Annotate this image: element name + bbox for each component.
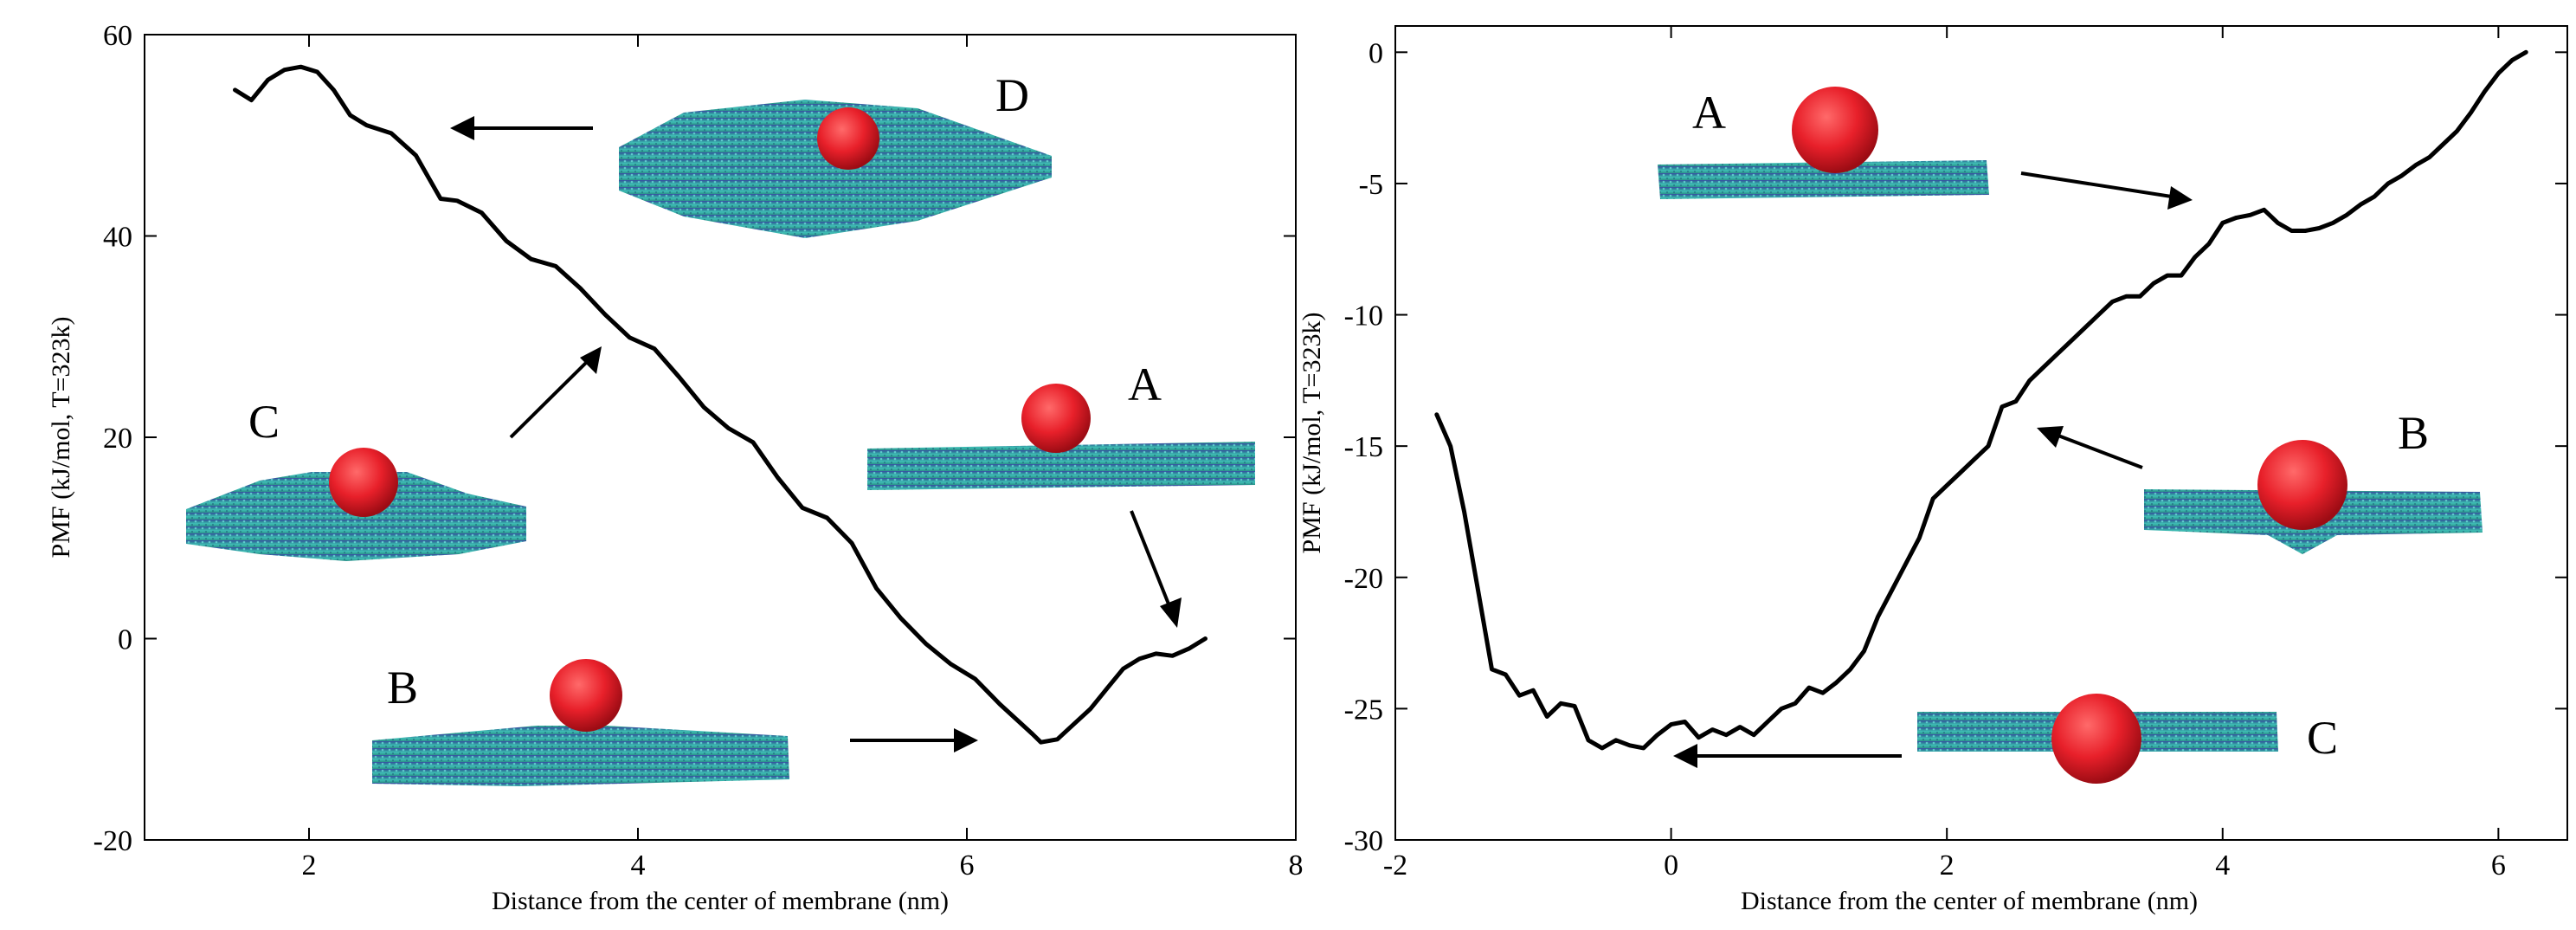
left-label-d: D xyxy=(995,69,1029,121)
left-y-tick-label: -20 xyxy=(93,825,132,857)
left-x-tick-label: 6 xyxy=(960,849,975,882)
right-y-tick-label: -10 xyxy=(1344,300,1383,333)
left-axis-tick-labels: 2 4 6 8 -20 0 20 40 60 xyxy=(93,20,1304,882)
left-x-tick-label: 2 xyxy=(302,849,317,882)
left-label-b: B xyxy=(387,662,418,714)
membrane-image xyxy=(1658,160,1989,199)
right-y-tick-label: 0 xyxy=(1368,37,1383,69)
membrane-image xyxy=(619,100,1052,238)
left-arrow-a xyxy=(1130,510,1182,628)
membrane-image xyxy=(186,472,526,561)
membrane-image xyxy=(867,442,1255,490)
right-snapshot-a: A xyxy=(1658,87,1989,199)
right-pmf-curve xyxy=(1434,49,2528,751)
particle-image xyxy=(550,659,622,732)
right-x-axis-label: Distance from the center of membrane (nm… xyxy=(1741,887,2198,915)
left-axis-ticks xyxy=(145,34,1297,841)
left-y-tick-label: 20 xyxy=(103,423,132,455)
right-plot-frame xyxy=(1394,25,2568,841)
left-snapshot-a: A xyxy=(867,358,1255,490)
right-y-tick-label: -30 xyxy=(1344,825,1383,857)
right-arrow-b xyxy=(2037,426,2143,469)
right-y-tick-label: -5 xyxy=(1359,169,1383,201)
membrane-image xyxy=(372,726,789,786)
left-snapshot-c: C xyxy=(186,396,526,561)
left-arrow-c xyxy=(509,346,602,439)
particle-image xyxy=(1021,384,1091,453)
left-label-c: C xyxy=(248,396,280,448)
right-label-c: C xyxy=(2307,712,2338,764)
right-label-a: A xyxy=(1692,87,1726,139)
right-x-tick-label: 0 xyxy=(1664,849,1678,882)
right-arrow-a xyxy=(2020,171,2193,210)
particle-image xyxy=(2051,694,2141,784)
right-x-tick-label: 6 xyxy=(2491,849,2506,882)
particle-image xyxy=(2257,440,2347,530)
right-y-tick-label: -15 xyxy=(1344,431,1383,463)
right-x-tick-label: 2 xyxy=(1940,849,1955,882)
left-x-tick-label: 4 xyxy=(631,849,646,882)
left-snapshot-b: B xyxy=(372,659,789,786)
particle-image xyxy=(1792,87,1878,173)
right-y-tick-label: -25 xyxy=(1344,694,1383,726)
right-chart: -2 0 2 4 6-30-25-20-15-10-50 Distance from t… xyxy=(1298,25,2568,915)
left-y-tick-label: 0 xyxy=(118,624,132,656)
particle-image xyxy=(329,448,398,517)
right-label-b: B xyxy=(2398,407,2429,459)
right-x-tick-label: -2 xyxy=(1383,849,1407,882)
left-y-tick-label: 60 xyxy=(103,20,132,52)
left-chart: 2 4 6 8 -20 0 20 40 60 Distance from the center … xyxy=(47,20,1304,915)
left-arrow-b xyxy=(850,728,978,752)
left-label-a: A xyxy=(1128,358,1162,410)
right-snapshot-c: C xyxy=(1917,694,2338,784)
right-snapshot-b: B xyxy=(2144,407,2483,554)
right-axis-tick-labels: -2 0 2 4 6-30-25-20-15-10-50 xyxy=(1344,37,2506,882)
right-x-tick-label: 4 xyxy=(2215,849,2230,882)
right-arrow-c xyxy=(1673,744,1902,768)
left-x-axis-label: Distance from the center of membrane (nm… xyxy=(492,887,949,915)
right-y-tick-label: -20 xyxy=(1344,563,1383,595)
left-y-tick-label: 40 xyxy=(103,222,132,254)
left-arrow-d xyxy=(450,116,593,140)
particle-image xyxy=(817,107,879,170)
left-x-tick-label: 8 xyxy=(1289,849,1304,882)
left-snapshot-d: D xyxy=(619,69,1052,238)
right-axis-ticks xyxy=(1394,26,2567,841)
left-y-axis-label: PMF (kJ/mol, T=323k) xyxy=(47,317,75,559)
left-pmf-curve xyxy=(233,64,1208,745)
right-y-axis-label: PMF (kJ/mol, T=323k) xyxy=(1298,313,1326,554)
